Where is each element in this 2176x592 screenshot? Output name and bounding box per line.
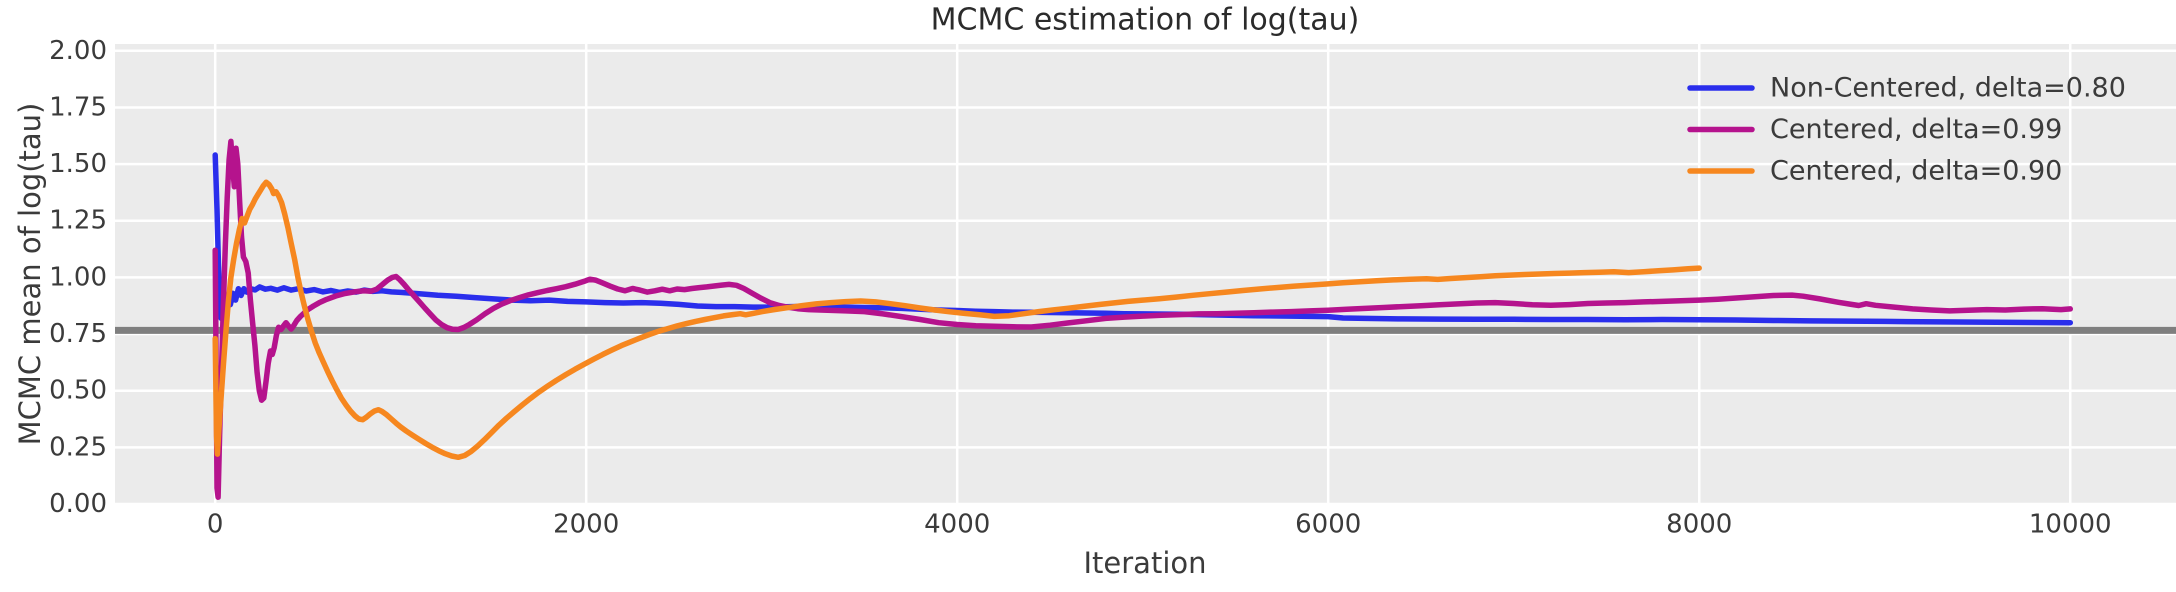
y-tick-label-4: 1.00 bbox=[49, 262, 107, 292]
x-tick-label-4: 8000 bbox=[1666, 509, 1732, 539]
y-tick-label-0: 0.00 bbox=[49, 489, 107, 519]
y-tick-label-8: 2.00 bbox=[49, 36, 107, 66]
y-axis-label: MCMC mean of log(tau) bbox=[13, 103, 47, 446]
x-tick-label-2: 4000 bbox=[924, 509, 990, 539]
legend-item-centered-delta-099: Centered, delta=0.99 bbox=[1687, 114, 2062, 145]
y-tick-label-5: 1.25 bbox=[49, 206, 107, 236]
y-tick-label-1: 0.25 bbox=[49, 432, 107, 462]
x-tick-label-1: 2000 bbox=[553, 509, 619, 539]
x-tick-label-3: 6000 bbox=[1295, 509, 1361, 539]
series-lines bbox=[212, 138, 2074, 500]
gridlines bbox=[115, 44, 2176, 506]
x-axis-tick-labels: 0 2000 4000 6000 8000 10000 bbox=[207, 509, 2112, 539]
y-tick-label-6: 1.50 bbox=[49, 149, 107, 179]
chart-title: MCMC estimation of log(tau) bbox=[931, 3, 1360, 38]
legend-item-centered-delta-090: Centered, delta=0.90 bbox=[1687, 156, 2062, 187]
y-tick-label-2: 0.50 bbox=[49, 376, 107, 406]
series-line-centered-delta-090 bbox=[212, 179, 1702, 461]
series-line-centered-delta-099 bbox=[212, 138, 2074, 500]
x-tick-label-5: 10000 bbox=[2029, 509, 2112, 539]
legend-item-non-centered-delta-080: Non-Centered, delta=0.80 bbox=[1687, 73, 2126, 104]
legend-label-non-centered-delta-080: Non-Centered, delta=0.80 bbox=[1770, 73, 2126, 104]
legend-label-centered-delta-099: Centered, delta=0.99 bbox=[1770, 114, 2062, 145]
y-axis-tick-labels: 0.00 0.25 0.50 0.75 1.00 1.25 1.50 1.75 2.00 bbox=[49, 36, 107, 519]
plot-area bbox=[115, 44, 2176, 504]
x-axis-label: Iteration bbox=[1083, 546, 1206, 580]
legend-label-centered-delta-090: Centered, delta=0.90 bbox=[1770, 156, 2062, 187]
y-tick-label-3: 0.75 bbox=[49, 319, 107, 349]
x-tick-label-0: 0 bbox=[207, 509, 224, 539]
legend: Non-Centered, delta=0.80 Centered, delta=… bbox=[1687, 73, 2126, 187]
y-tick-label-7: 1.75 bbox=[49, 92, 107, 122]
